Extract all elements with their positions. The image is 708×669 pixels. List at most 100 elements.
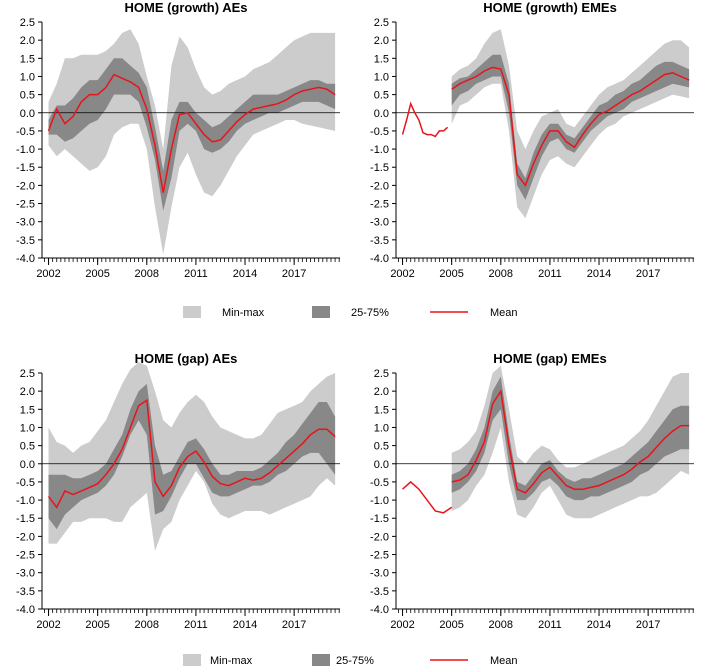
panel-title: HOME (gap) AEs [135, 351, 238, 366]
y-tick-label: 0.0 [374, 108, 389, 120]
y-tick-label: 0.5 [374, 90, 389, 102]
y-tick-label: -3.0 [370, 217, 389, 229]
mean-line [451, 389, 690, 494]
iqr-band [48, 383, 336, 530]
y-tick-label: -1.5 [370, 513, 389, 525]
y-tick-label: 1.5 [374, 53, 389, 65]
y-tick-label: 0.5 [20, 90, 35, 102]
y-tick-label: 1.5 [20, 404, 35, 416]
y-tick-label: -4.0 [16, 253, 35, 265]
legend-top: Min-max 25-75% Mean [183, 306, 518, 319]
y-tick-label: 2.0 [374, 35, 389, 47]
x-tick-label: 2011 [538, 268, 562, 280]
y-tick-label: 2.5 [374, 368, 389, 380]
y-tick-label: -3.5 [370, 235, 389, 247]
y-tick-label: -1.0 [16, 495, 35, 507]
x-tick-label: 2005 [85, 268, 109, 280]
legend-bottom: Min-max 25-75% Mean [183, 654, 518, 667]
y-tick-label: 2.5 [374, 17, 389, 29]
y-tick-label: -3.5 [16, 586, 35, 598]
panel-gap-emes: HOME (gap) EMEs 2.5 2.0 1.5 1.0 0.5 0.0 -0.5 -1… [370, 351, 694, 631]
y-tick-label: 0.0 [374, 459, 389, 471]
x-tick-label: 2017 [636, 268, 660, 280]
y-tick-label: -4.0 [370, 604, 389, 616]
y-tick-label: -4.0 [370, 253, 389, 265]
y-tick-label: 2.0 [20, 386, 35, 398]
mean-line-pre [402, 480, 453, 514]
y-tick-label: -1.0 [16, 144, 35, 156]
x-tick-label: 2014 [587, 268, 611, 280]
y-tick-label: -1.5 [16, 513, 35, 525]
x-tick-label: 2011 [184, 619, 208, 631]
y-tick-label: 1.5 [20, 53, 35, 65]
panel-growth-emes: HOME (growth) EMEs 2.5 2.0 1.5 1.0 0.5 0.0 -0.… [370, 0, 694, 280]
y-tick-label: 1.5 [374, 404, 389, 416]
mean-line [47, 398, 336, 509]
legend-mean-label: Mean [490, 655, 518, 667]
y-tick-label: -2.0 [370, 180, 389, 192]
y-tick-label: 0.5 [20, 441, 35, 453]
y-tick-label: -1.0 [370, 495, 389, 507]
legend-minmax-label: Min-max [222, 307, 265, 319]
y-tick-label: -3.0 [16, 217, 35, 229]
x-tick-label: 2002 [36, 619, 60, 631]
x-tick-label: 2014 [233, 619, 257, 631]
y-tick-label: -4.0 [16, 604, 35, 616]
legend-mean-label: Mean [490, 307, 518, 319]
legend-minmax-swatch [183, 654, 201, 666]
y-tick-label: 0.0 [20, 108, 35, 120]
y-tick-label: -3.5 [16, 235, 35, 247]
x-tick-label: 2014 [587, 619, 611, 631]
legend-iqr-label: 25-75% [351, 307, 389, 319]
y-tick-label: -0.5 [370, 477, 389, 489]
legend-minmax-label: Min-max [210, 655, 253, 667]
y-tick-label: -2.5 [370, 550, 389, 562]
x-tick-label: 2011 [184, 268, 208, 280]
x-tick-label: 2002 [390, 268, 414, 280]
y-tick-label: -2.0 [16, 531, 35, 543]
minmax-band [48, 29, 336, 255]
x-tick-label: 2008 [135, 619, 159, 631]
mean-line [451, 66, 690, 187]
x-tick-label: 2008 [135, 268, 159, 280]
y-tick-label: -2.0 [16, 180, 35, 192]
y-tick-label: -3.0 [370, 568, 389, 580]
panel-title: HOME (growth) AEs [124, 0, 247, 15]
y-tick-label: -0.5 [16, 126, 35, 138]
minmax-band [451, 29, 690, 219]
x-tick-label: 2002 [390, 619, 414, 631]
y-tick-label: -2.5 [16, 550, 35, 562]
y-tick-label: -1.5 [16, 162, 35, 174]
iqr-band [451, 376, 690, 501]
y-tick-label: 1.0 [20, 422, 35, 434]
y-tick-label: -1.0 [370, 144, 389, 156]
y-tick-label: -3.5 [370, 586, 389, 598]
iqr-band [48, 58, 336, 211]
y-tick-label: -0.5 [16, 477, 35, 489]
legend-minmax-swatch [183, 306, 201, 318]
y-tick-label: -1.5 [370, 162, 389, 174]
y-tick-label: -2.0 [370, 531, 389, 543]
x-tick-label: 2005 [439, 268, 463, 280]
y-tick-label: 0.0 [20, 459, 35, 471]
panel-growth-aes: HOME (growth) AEs 2.5 2.0 1.5 1.0 0.5 0.0 -0.5… [16, 0, 340, 280]
iqr-band [451, 54, 690, 200]
x-tick-label: 2005 [85, 619, 109, 631]
x-tick-label: 2008 [489, 268, 513, 280]
x-tick-label: 2005 [439, 619, 463, 631]
x-tick-label: 2008 [489, 619, 513, 631]
panel-title: HOME (gap) EMEs [493, 351, 606, 366]
y-tick-label: 2.0 [374, 386, 389, 398]
mean-line [47, 73, 336, 193]
y-tick-label: -2.5 [370, 199, 389, 211]
legend-iqr-swatch [312, 306, 330, 318]
x-tick-label: 2011 [538, 619, 562, 631]
y-tick-label: 2.5 [20, 368, 35, 380]
y-tick-label: 1.0 [374, 422, 389, 434]
y-tick-label: 1.0 [20, 71, 35, 83]
y-tick-label: 1.0 [374, 71, 389, 83]
panel-gap-aes: HOME (gap) AEs 2.5 2.0 1.5 1.0 0.5 0.0 -0.5 -1.… [16, 351, 340, 631]
y-tick-label: -3.0 [16, 568, 35, 580]
legend-iqr-swatch [312, 654, 330, 666]
